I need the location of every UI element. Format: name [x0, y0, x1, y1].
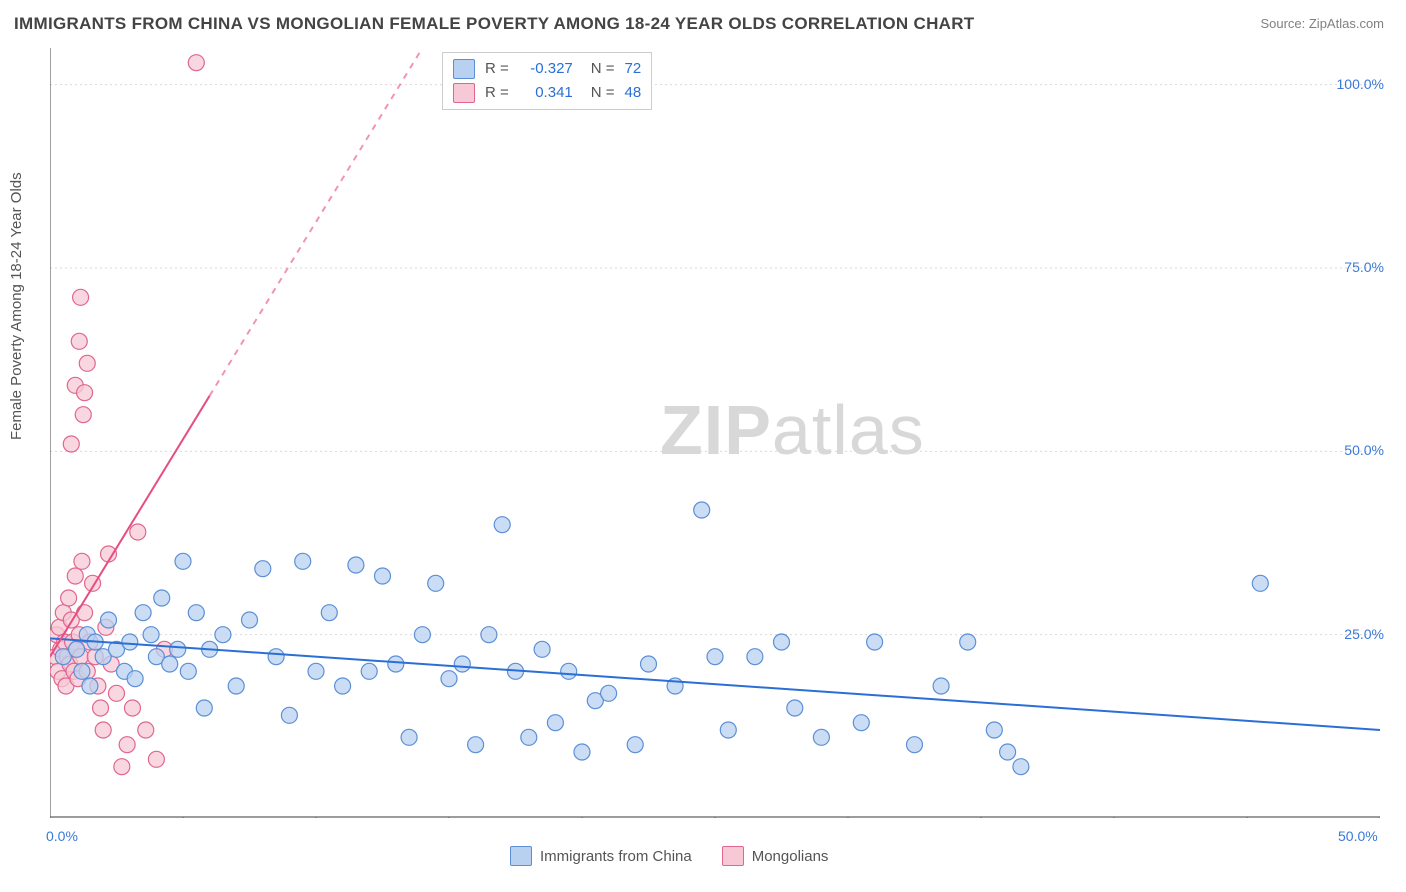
legend-row: R = 0.341 N = 48 [453, 81, 641, 105]
legend-swatch [510, 846, 532, 866]
series-legend: Immigrants from China Mongolians [510, 846, 828, 866]
y-tick-label: 100.0% [1337, 76, 1384, 92]
legend-n-value: 72 [625, 57, 642, 81]
source-attribution: Source: ZipAtlas.com [1260, 16, 1384, 31]
correlation-legend: R = -0.327 N = 72 R = 0.341 N = 48 [442, 52, 652, 110]
y-axis-label: Female Poverty Among 18-24 Year Olds [8, 172, 25, 440]
y-tick-label: 50.0% [1344, 442, 1384, 458]
legend-r-label: R = [485, 81, 509, 105]
legend-swatch [453, 83, 475, 103]
legend-item: Immigrants from China [510, 846, 692, 866]
legend-row: R = -0.327 N = 72 [453, 57, 641, 81]
legend-n-value: 48 [625, 81, 642, 105]
legend-r-label: R = [485, 57, 509, 81]
legend-n-label: N = [591, 57, 615, 81]
scatter-plot [50, 48, 1380, 818]
y-tick-label: 25.0% [1344, 626, 1384, 642]
x-tick-label: 0.0% [46, 828, 78, 844]
legend-n-label: N = [591, 81, 615, 105]
legend-item: Mongolians [722, 846, 829, 866]
legend-series-name: Mongolians [752, 848, 829, 865]
legend-swatch [453, 59, 475, 79]
legend-r-value: -0.327 [519, 57, 573, 81]
x-tick-label: 50.0% [1338, 828, 1378, 844]
legend-swatch [722, 846, 744, 866]
legend-r-value: 0.341 [519, 81, 573, 105]
y-tick-label: 75.0% [1344, 259, 1384, 275]
legend-series-name: Immigrants from China [540, 848, 692, 865]
chart-title: IMMIGRANTS FROM CHINA VS MONGOLIAN FEMAL… [14, 14, 974, 34]
